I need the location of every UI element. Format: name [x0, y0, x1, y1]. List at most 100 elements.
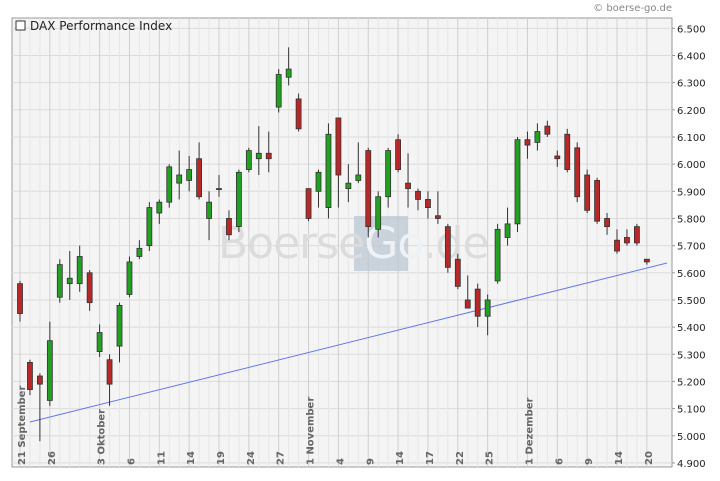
candle-body — [245, 150, 252, 170]
candles — [17, 47, 650, 442]
legend-swatch — [15, 20, 26, 31]
candle-body — [494, 228, 501, 282]
candle-body — [574, 147, 581, 198]
x-tick-label: 22 — [455, 451, 466, 465]
candle-body — [305, 188, 312, 219]
x-tick-label: 1 Dezember — [524, 398, 535, 465]
watermark-part: Go — [364, 218, 422, 269]
candle-body — [415, 190, 421, 200]
candle-body — [196, 158, 203, 198]
candle-body — [504, 223, 511, 238]
x-tick-label: 3 Oktober — [97, 409, 108, 465]
candle-body — [564, 133, 571, 170]
x-tick-label: 17 — [425, 451, 436, 465]
candle-body — [534, 131, 541, 143]
candle-body — [484, 299, 491, 317]
y-tick-label: 5.100 — [677, 405, 706, 416]
candle-body — [544, 125, 551, 135]
x-tick-label: 14 — [186, 451, 197, 465]
x-tick-label: 25 — [485, 451, 496, 465]
candle-body — [454, 258, 461, 287]
y-tick-label: 5.800 — [677, 214, 706, 225]
candle-body — [186, 169, 193, 181]
candle-body — [46, 340, 53, 401]
y-tick-label: 5.500 — [677, 296, 706, 307]
candle-body — [405, 182, 411, 189]
candle-body — [584, 174, 591, 211]
candle-body — [365, 150, 372, 228]
candle-body — [464, 299, 471, 309]
x-tick-label: 11 — [156, 451, 167, 465]
grid — [12, 18, 675, 467]
y-tick-label: 6.500 — [677, 24, 706, 35]
y-tick-label: 5.400 — [677, 323, 706, 334]
plot-area — [11, 17, 673, 468]
candle-body — [624, 237, 630, 244]
candle-body — [166, 166, 173, 203]
candle-body — [17, 283, 23, 314]
x-tick-label: 9 — [584, 458, 595, 465]
candle-body — [255, 152, 262, 160]
candle-body — [235, 171, 242, 228]
trend-line — [29, 262, 668, 423]
candle-body — [614, 239, 620, 252]
candle-body — [335, 117, 342, 176]
x-tick-label: 1 November — [306, 397, 317, 465]
candle-body — [385, 150, 392, 198]
y-tick-label: 5.200 — [677, 377, 706, 388]
candle-body — [444, 226, 451, 268]
candle-body — [604, 218, 610, 228]
y-tick-label: 6.100 — [677, 133, 706, 144]
x-tick-label: 24 — [246, 451, 257, 465]
candle-body — [156, 201, 163, 214]
candle-body — [355, 174, 362, 181]
candle-body — [425, 199, 431, 208]
candle-body — [56, 264, 63, 298]
candle-body — [106, 359, 113, 385]
candle-body — [345, 182, 352, 189]
candle-body — [395, 139, 402, 170]
y-tick-label: 5.900 — [677, 187, 706, 198]
candle-body — [37, 375, 43, 385]
candle-body — [136, 247, 143, 257]
watermark: BoerseGo.de — [218, 218, 489, 269]
x-tick-label: 21 September — [17, 386, 28, 465]
candle-body — [116, 304, 123, 347]
x-tick-label: 26 — [47, 451, 58, 465]
candle-body — [66, 277, 73, 285]
candle-body — [226, 218, 232, 236]
y-tick-label: 4.900 — [677, 459, 706, 470]
candle-body — [434, 215, 441, 219]
y-tick-label: 6.200 — [677, 106, 706, 117]
candle-body — [634, 226, 640, 244]
x-tick-label: 9 — [365, 458, 376, 465]
candle-body — [643, 258, 650, 263]
y-tick-label: 5.700 — [677, 242, 706, 253]
candle-body — [524, 139, 531, 146]
y-tick-label: 5.300 — [677, 350, 706, 361]
candle-body — [86, 272, 93, 304]
candle-body — [206, 201, 212, 219]
candle-body — [176, 174, 183, 184]
candle-body — [96, 332, 103, 352]
y-tick-label: 6.000 — [677, 160, 706, 171]
y-tick-label: 6.300 — [677, 79, 706, 90]
x-tick-label: 19 — [216, 451, 227, 465]
candle-body — [146, 207, 153, 247]
y-tick-label: 5.000 — [677, 432, 706, 443]
x-tick-label: 27 — [276, 451, 287, 465]
x-tick-label: 14 — [614, 451, 625, 465]
candle-body — [514, 139, 521, 225]
x-tick-label: 6 — [126, 458, 137, 465]
candle-body — [594, 180, 600, 222]
candle-body — [265, 152, 272, 160]
candle-body — [554, 155, 561, 160]
y-tick-label: 5.600 — [677, 269, 706, 280]
watermark-part: Boerse — [218, 218, 364, 269]
candle-body — [285, 68, 292, 78]
copyright: © boerse-go.de — [593, 3, 672, 14]
legend-label: DAX Performance Index — [30, 19, 172, 33]
x-tick-label: 14 — [395, 451, 406, 465]
x-tick-label: 20 — [644, 451, 655, 465]
